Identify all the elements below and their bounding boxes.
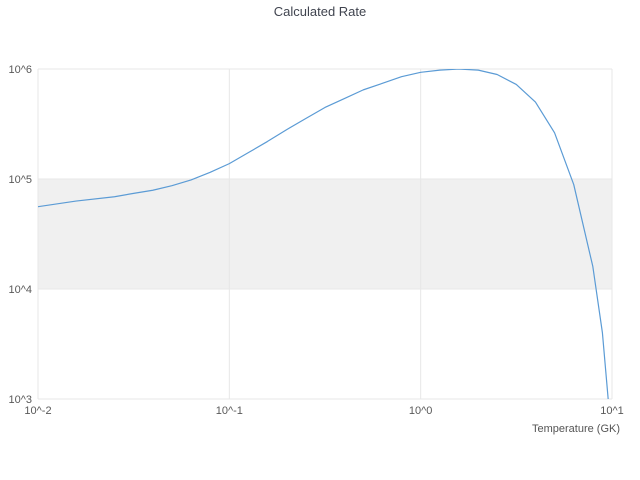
- chart-title: Calculated Rate: [274, 4, 367, 19]
- y-tick-label: 10^4: [8, 284, 32, 296]
- gridline-layer: [37, 68, 613, 400]
- rate-curve: [38, 69, 609, 399]
- x-tick-label: 10^-1: [216, 405, 243, 417]
- x-tick-label: 10^1: [600, 405, 624, 417]
- tick-label-layer: 10^3 10^4 10^5 10^6 10^-2 10^-1 10^0 10^1: [8, 64, 623, 417]
- y-tick-label: 10^6: [8, 64, 32, 76]
- y-tick-label: 10^3: [8, 394, 32, 406]
- y-tick-label: 10^5: [8, 174, 32, 186]
- x-tick-label: 10^-2: [24, 405, 51, 417]
- shaded-band: [38, 179, 612, 289]
- series-layer: [38, 69, 609, 399]
- shaded-band-layer: [38, 179, 612, 289]
- x-axis-label: Temperature (GK): [532, 423, 620, 435]
- x-tick-label: 10^0: [409, 405, 433, 417]
